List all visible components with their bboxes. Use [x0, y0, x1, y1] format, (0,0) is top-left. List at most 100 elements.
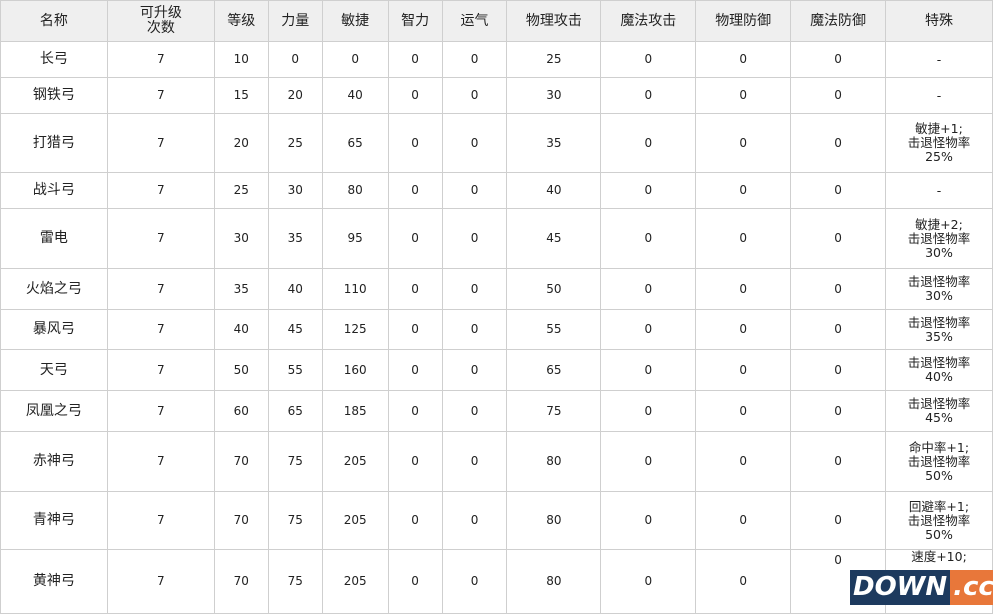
- stat-cell: 7: [106, 549, 215, 614]
- stat-cell: 0: [600, 431, 697, 492]
- stat-cell: 7: [106, 113, 215, 173]
- stat-cell: 0: [441, 491, 508, 550]
- bow-name: 钢铁弓: [0, 77, 108, 114]
- stat-cell: 25: [267, 113, 323, 173]
- stat-cell: 40: [267, 268, 323, 310]
- bow-name: 赤神弓: [0, 431, 108, 492]
- stat-cell: 30: [213, 208, 269, 269]
- stat-cell: 110: [321, 268, 389, 310]
- stat-cell: 0: [790, 431, 886, 492]
- special-effect: 击退怪物率 35%: [885, 309, 993, 350]
- stat-cell: 0: [695, 491, 792, 550]
- stat-cell: 0: [695, 268, 792, 310]
- stat-cell: 205: [321, 491, 389, 550]
- bow-name: 青神弓: [0, 491, 108, 550]
- stat-cell: 0: [790, 208, 886, 269]
- stat-cell: 0: [790, 309, 886, 350]
- stat-cell: 50: [506, 268, 602, 310]
- stat-cell: 35: [267, 208, 323, 269]
- stat-cell: 75: [267, 491, 323, 550]
- stat-cell: 0: [441, 41, 508, 78]
- stat-cell: 0: [441, 208, 508, 269]
- column-header: 等级: [213, 0, 269, 42]
- stat-cell: 7: [106, 77, 215, 114]
- bow-name: 火焰之弓: [0, 268, 108, 310]
- stat-cell: 80: [321, 172, 389, 209]
- bow-name: 战斗弓: [0, 172, 108, 209]
- stat-cell: 7: [106, 390, 215, 432]
- stat-cell: 0: [441, 549, 508, 614]
- stat-cell: 30: [267, 172, 323, 209]
- stat-cell: 185: [321, 390, 389, 432]
- header-row: 名称 可升级次数 等级 力量 敏捷 智力 运气 物理攻击 魔法攻击 物理防御 魔法防御 特殊: [0, 0, 993, 42]
- stat-cell: 65: [506, 349, 602, 391]
- stat-cell: 0: [695, 113, 792, 173]
- column-header: 智力: [387, 0, 443, 42]
- stat-cell: 75: [506, 390, 602, 432]
- stat-cell: 0: [387, 41, 443, 78]
- stat-cell: 65: [267, 390, 323, 432]
- stat-cell: 0: [695, 77, 792, 114]
- stat-cell: 0: [790, 491, 886, 550]
- stat-cell: 55: [267, 349, 323, 391]
- bow-name: 长弓: [0, 41, 108, 78]
- stat-cell: 0: [600, 390, 697, 432]
- stat-cell: 0: [790, 349, 886, 391]
- bow-name: 打猎弓: [0, 113, 108, 173]
- stat-cell: 0: [695, 172, 792, 209]
- column-header: 力量: [267, 0, 323, 42]
- stat-cell: 7: [106, 431, 215, 492]
- stat-cell: 0: [695, 208, 792, 269]
- column-header: 魔法攻击: [600, 0, 697, 42]
- stat-cell: 7: [106, 491, 215, 550]
- stat-cell: 0: [790, 41, 886, 78]
- watermark-left: DOWN: [850, 570, 951, 605]
- table-row: 长弓 7 10 0 0 0 0 25 0 0 0-: [0, 41, 993, 78]
- stat-cell: 15: [213, 77, 269, 114]
- stat-cell: 65: [321, 113, 389, 173]
- special-effect: 敏捷+2; 击退怪物率 30%: [885, 208, 993, 269]
- stat-cell: 80: [506, 491, 602, 550]
- stat-cell: 80: [506, 549, 602, 614]
- stat-cell: 70: [213, 491, 269, 550]
- stat-cell: 0: [600, 268, 697, 310]
- stat-cell: 0: [441, 431, 508, 492]
- stat-cell: 0: [600, 349, 697, 391]
- stat-cell: 0: [695, 390, 792, 432]
- stat-cell: 10: [213, 41, 269, 78]
- table-row: 战斗弓 7 25 30 80 0 0 40 0 0 0-: [0, 172, 993, 209]
- stat-cell: 0: [441, 172, 508, 209]
- special-effect: 敏捷+1; 击退怪物率 25%: [885, 113, 993, 173]
- stat-cell: 0: [695, 549, 792, 614]
- table-row: 火焰之弓 7 35 40 110 0 0 50 0 0 0 击退怪物率 30%: [0, 268, 993, 310]
- column-header: 名称: [0, 0, 108, 42]
- stat-cell: 0: [600, 77, 697, 114]
- stat-cell: 20: [213, 113, 269, 173]
- column-header: 敏捷: [321, 0, 389, 42]
- column-header: 可升级次数: [106, 0, 215, 42]
- stat-cell: 0: [695, 41, 792, 78]
- stat-cell: 0: [387, 491, 443, 550]
- stat-cell: 50: [213, 349, 269, 391]
- stat-cell: 0: [441, 77, 508, 114]
- special-effect: -: [885, 77, 993, 114]
- table-row: 打猎弓 7 20 25 65 0 0 35 0 0 0 敏捷+1; 击退怪物率 25%: [0, 113, 993, 173]
- stat-cell: 0: [441, 309, 508, 350]
- stat-cell: 0: [695, 309, 792, 350]
- stat-cell: 0: [387, 77, 443, 114]
- stat-cell: 0: [387, 431, 443, 492]
- table-row: 天弓 7 50 55 160 0 0 65 0 0 0 击退怪物率 40%: [0, 349, 993, 391]
- stat-cell: 0: [790, 113, 886, 173]
- stat-cell: 75: [267, 549, 323, 614]
- stat-cell: 7: [106, 349, 215, 391]
- stat-cell: 7: [106, 208, 215, 269]
- stat-cell: 0: [387, 113, 443, 173]
- stat-cell: 0: [790, 268, 886, 310]
- stat-cell: 75: [267, 431, 323, 492]
- stat-cell: 25: [213, 172, 269, 209]
- stat-cell: 0: [600, 309, 697, 350]
- stat-cell: 0: [387, 549, 443, 614]
- stat-cell: 0: [321, 41, 389, 78]
- special-effect: -: [885, 172, 993, 209]
- special-effect: -: [885, 41, 993, 78]
